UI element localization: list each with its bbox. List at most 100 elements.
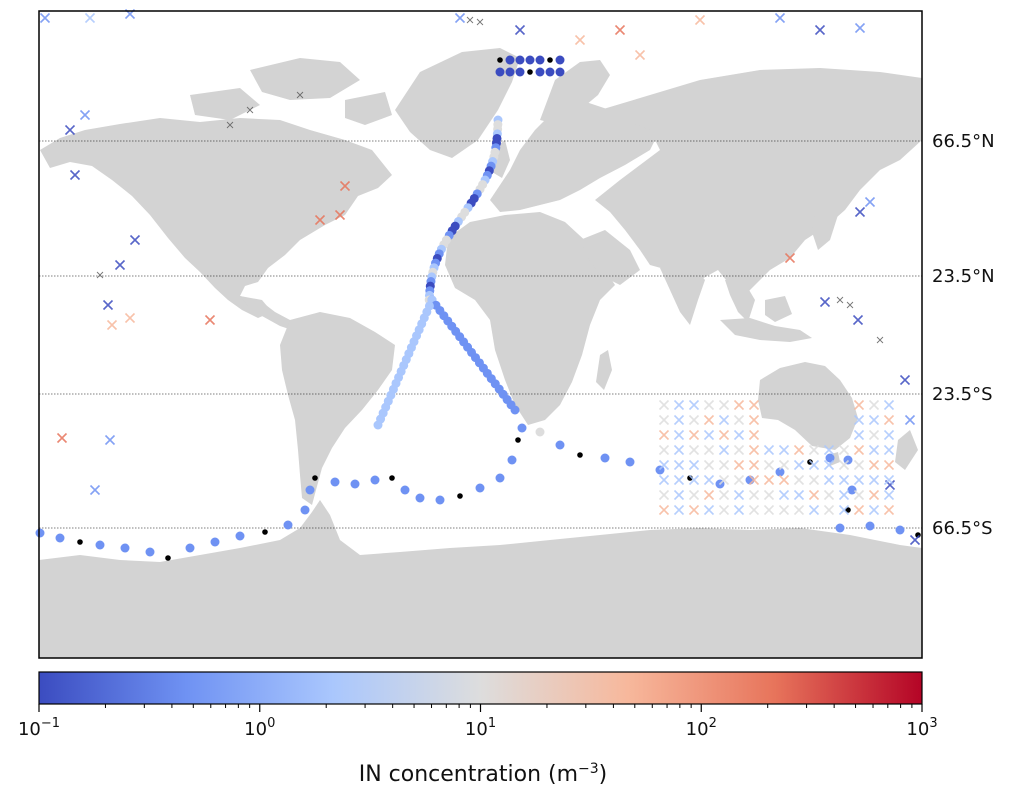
- observation-marker: [688, 489, 700, 501]
- observation-marker: [514, 24, 526, 36]
- observation-marker: [853, 444, 865, 456]
- arctic-islands: [250, 58, 360, 100]
- observation-marker: [763, 489, 775, 501]
- ship-track-point: [495, 473, 505, 483]
- ship-track-point: [547, 57, 553, 63]
- observation-marker: [89, 484, 101, 496]
- observation-marker: [864, 196, 876, 208]
- asia: [595, 68, 922, 300]
- observation-marker: [853, 489, 865, 501]
- observation-marker: [673, 429, 685, 441]
- observation-marker: [748, 414, 760, 426]
- colorbar: 10−1 100 101 102 103 IN concentration (m−3): [18, 671, 938, 787]
- ship-track-point: [515, 437, 521, 443]
- observation-marker: [688, 444, 700, 456]
- observation-marker: [838, 459, 850, 471]
- observation-marker: [838, 489, 850, 501]
- observation-marker: [718, 474, 730, 486]
- ship-track-point: [185, 543, 195, 553]
- observation-marker: [808, 504, 820, 516]
- latitude-label: 23.5°S: [932, 384, 993, 405]
- observation-marker: [784, 252, 796, 264]
- observation-marker: [883, 444, 895, 456]
- observation-marker: [718, 444, 730, 456]
- observation-marker: [793, 459, 805, 471]
- indochina: [725, 278, 755, 322]
- observation-marker: [823, 504, 835, 516]
- observation-marker: [718, 504, 730, 516]
- observation-marker: [673, 504, 685, 516]
- observation-marker: [634, 49, 646, 61]
- observation-marker: [658, 474, 670, 486]
- ship-track-point: [55, 533, 65, 543]
- observation-marker: [852, 314, 864, 326]
- observation-marker: [688, 504, 700, 516]
- observation-marker: [733, 504, 745, 516]
- ship-track-point: [895, 525, 905, 535]
- arctic-islands-3: [345, 92, 392, 125]
- ship-track-point: [505, 55, 515, 65]
- ship-track-point: [555, 67, 565, 77]
- observation-marker: [733, 414, 745, 426]
- observation-marker: [883, 399, 895, 411]
- observation-marker: [69, 169, 81, 181]
- observation-marker: [476, 18, 484, 26]
- colorbar-label: IN concentration (m−3): [359, 761, 608, 787]
- observation-marker: [733, 489, 745, 501]
- observation-marker: [883, 489, 895, 501]
- observation-marker: [658, 489, 670, 501]
- ship-track-point: [510, 405, 520, 415]
- ship-track-point: [775, 467, 785, 477]
- greenland: [395, 48, 520, 158]
- ship-track-point: [507, 455, 517, 465]
- observation-marker: [823, 489, 835, 501]
- ship-track-point: [475, 483, 485, 493]
- ship-track-point: [77, 539, 83, 545]
- observation-marker: [868, 459, 880, 471]
- ship-track-point: [210, 537, 220, 547]
- ship-track-point: [400, 485, 410, 495]
- central-america: [240, 296, 300, 330]
- observation-marker: [823, 474, 835, 486]
- observation-marker: [339, 180, 351, 192]
- ship-track-point: [415, 493, 425, 503]
- observation-marker: [854, 22, 866, 34]
- observation-marker: [718, 414, 730, 426]
- observation-marker: [718, 399, 730, 411]
- ship-track-point: [457, 493, 463, 499]
- ship-track-point: [845, 507, 851, 513]
- observation-marker: [102, 299, 114, 311]
- ship-track-point: [370, 475, 380, 485]
- observation-marker: [868, 399, 880, 411]
- observation-marker: [733, 459, 745, 471]
- observation-marker: [104, 434, 116, 446]
- observation-marker: [883, 459, 895, 471]
- arabia: [580, 230, 640, 285]
- observation-marker: [868, 504, 880, 516]
- ship-track-point: [515, 55, 525, 65]
- observation-marker: [868, 414, 880, 426]
- observation-marker: [853, 399, 865, 411]
- observation-marker: [614, 24, 626, 36]
- ship-track-point: [497, 57, 503, 63]
- observation-marker: [814, 24, 826, 36]
- observation-marker: [838, 504, 850, 516]
- observation-marker: [733, 444, 745, 456]
- observation-marker: [868, 429, 880, 441]
- observation-marker: [673, 444, 685, 456]
- observation-marker: [778, 459, 790, 471]
- latitude-lines: [39, 140, 922, 529]
- observation-marker: [838, 474, 850, 486]
- observation-marker: [793, 489, 805, 501]
- observation-marker: [819, 296, 831, 308]
- observation-marker: [129, 234, 141, 246]
- observation-marker: [84, 12, 96, 24]
- observation-marker: [763, 504, 775, 516]
- ship-track-point: [825, 453, 835, 463]
- observation-marker: [838, 444, 850, 456]
- observation-marker: [853, 414, 865, 426]
- ship-track-point: [283, 520, 293, 530]
- observation-marker: [574, 34, 586, 46]
- ship-track-point: [545, 67, 555, 77]
